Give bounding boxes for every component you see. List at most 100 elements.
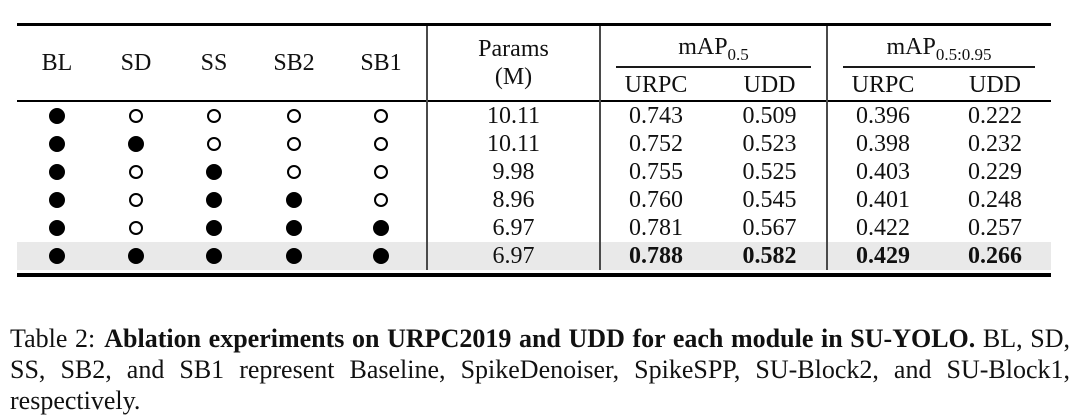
module-cell-ss — [175, 192, 253, 208]
table-row-highlighted: 6.97 0.788 0.582 0.429 0.266 — [17, 242, 1051, 270]
map05-urpc-value: 0.743 — [629, 102, 683, 129]
module-cell-sb1 — [335, 220, 427, 236]
module-cell-ss — [175, 220, 253, 236]
params-unit: (M) — [494, 64, 533, 90]
group-header-map0595: mAP0.5:0.95 URPC UDD — [827, 26, 1051, 100]
map05-udd-value: 0.567 — [742, 214, 797, 241]
group-header-map05: mAP0.5 URPC UDD — [600, 26, 827, 100]
map05-udd-value: 0.582 — [742, 242, 797, 269]
map05-underline — [616, 65, 811, 68]
map0595-underline — [843, 65, 1035, 68]
vertical-rule — [426, 26, 428, 270]
module-cell-sb1 — [335, 193, 427, 207]
module-cell-sd — [97, 248, 175, 264]
table-row: 9.98 0.755 0.525 0.403 0.229 — [17, 158, 1051, 186]
module-cell-sb1 — [335, 109, 427, 123]
filled-dot-icon — [49, 164, 65, 180]
module-cell-sd — [97, 193, 175, 207]
empty-dot-icon — [207, 109, 221, 123]
column-header-ss: SS — [200, 49, 228, 76]
map0595-urpc-value: 0.401 — [856, 186, 910, 213]
column-header-params: Params (M) — [427, 26, 600, 100]
map05-udd-value: 0.509 — [742, 102, 797, 129]
map05-urpc-value: 0.752 — [629, 130, 683, 157]
filled-dot-icon — [286, 192, 302, 208]
subcolumn-urpc: URPC — [624, 71, 688, 98]
map0595-udd-value: 0.222 — [968, 102, 1022, 129]
empty-dot-icon — [374, 165, 388, 179]
module-cell-bl — [17, 108, 97, 124]
map05-udd-value: 0.525 — [742, 158, 797, 185]
subcolumn-udd: UDD — [743, 71, 796, 98]
empty-dot-icon — [374, 109, 388, 123]
ablation-table: BL SD SS SB2 SB1 Params (M) mAP0.5 URPC … — [17, 23, 1051, 277]
table-header: BL SD SS SB2 SB1 Params (M) mAP0.5 URPC … — [17, 26, 1051, 100]
caption-number: Table 2: — [10, 324, 96, 353]
params-value: 10.11 — [486, 130, 541, 157]
map0595-udd-value: 0.248 — [968, 186, 1022, 213]
module-cell-ss — [175, 248, 253, 264]
filled-dot-icon — [286, 248, 302, 264]
module-cell-bl — [17, 192, 97, 208]
module-cell-sd — [97, 165, 175, 179]
filled-dot-icon — [206, 192, 222, 208]
module-cell-sb2 — [253, 165, 335, 179]
module-cell-bl — [17, 164, 97, 180]
empty-dot-icon — [287, 137, 301, 151]
map05-urpc-value: 0.760 — [629, 186, 683, 213]
empty-dot-icon — [129, 109, 143, 123]
filled-dot-icon — [128, 136, 144, 152]
module-cell-bl — [17, 220, 97, 236]
map05-udd-value: 0.545 — [742, 186, 797, 213]
map0595-label: mAP0.5:0.95 — [886, 33, 992, 64]
filled-dot-icon — [206, 164, 222, 180]
table-body: 10.11 0.743 0.509 0.396 0.222 10.11 0.75… — [17, 102, 1051, 270]
params-label: Params — [478, 36, 549, 62]
caption-title: Ablation experiments on URPC2019 and UDD… — [104, 324, 976, 353]
module-cell-sb1 — [335, 137, 427, 151]
filled-dot-icon — [49, 108, 65, 124]
params-value: 9.98 — [492, 158, 535, 185]
map0595-urpc-value: 0.422 — [856, 214, 910, 241]
module-cell-bl — [17, 248, 97, 264]
map0595-udd-value: 0.229 — [968, 158, 1022, 185]
map05-urpc-value: 0.781 — [629, 214, 683, 241]
map0595-udd-value: 0.232 — [968, 130, 1022, 157]
filled-dot-icon — [373, 220, 389, 236]
map05-udd-value: 0.523 — [742, 130, 797, 157]
empty-dot-icon — [287, 109, 301, 123]
filled-dot-icon — [373, 248, 389, 264]
module-cell-bl — [17, 136, 97, 152]
empty-dot-icon — [207, 137, 221, 151]
vertical-rule — [826, 26, 828, 270]
table-row: 8.96 0.760 0.545 0.401 0.248 — [17, 186, 1051, 214]
column-header-sd: SD — [120, 49, 152, 76]
empty-dot-icon — [129, 165, 143, 179]
empty-dot-icon — [374, 193, 388, 207]
table-caption: Table 2: Ablation experiments on URPC2019… — [10, 323, 1070, 416]
filled-dot-icon — [286, 220, 302, 236]
map0595-udd-value: 0.266 — [968, 242, 1022, 269]
filled-dot-icon — [49, 248, 65, 264]
column-header-bl: BL — [41, 49, 73, 76]
module-cell-sd — [97, 221, 175, 235]
module-cell-sd — [97, 136, 175, 152]
module-cell-sb2 — [253, 192, 335, 208]
map0595-urpc-value: 0.429 — [856, 242, 910, 269]
map05-subcolumns: URPC UDD — [600, 70, 827, 100]
module-cell-sb1 — [335, 248, 427, 264]
table-bottom-rule — [17, 273, 1051, 277]
subcolumn-udd: UDD — [969, 71, 1021, 98]
column-header-sb1: SB1 — [360, 49, 402, 76]
params-value: 10.11 — [486, 102, 541, 129]
filled-dot-icon — [49, 136, 65, 152]
subcolumn-urpc: URPC — [851, 71, 915, 98]
empty-dot-icon — [374, 137, 388, 151]
empty-dot-icon — [129, 193, 143, 207]
module-cell-ss — [175, 137, 253, 151]
filled-dot-icon — [49, 192, 65, 208]
module-cell-sb2 — [253, 248, 335, 264]
module-cell-ss — [175, 109, 253, 123]
params-value: 8.96 — [492, 186, 535, 213]
map0595-udd-value: 0.257 — [968, 214, 1022, 241]
